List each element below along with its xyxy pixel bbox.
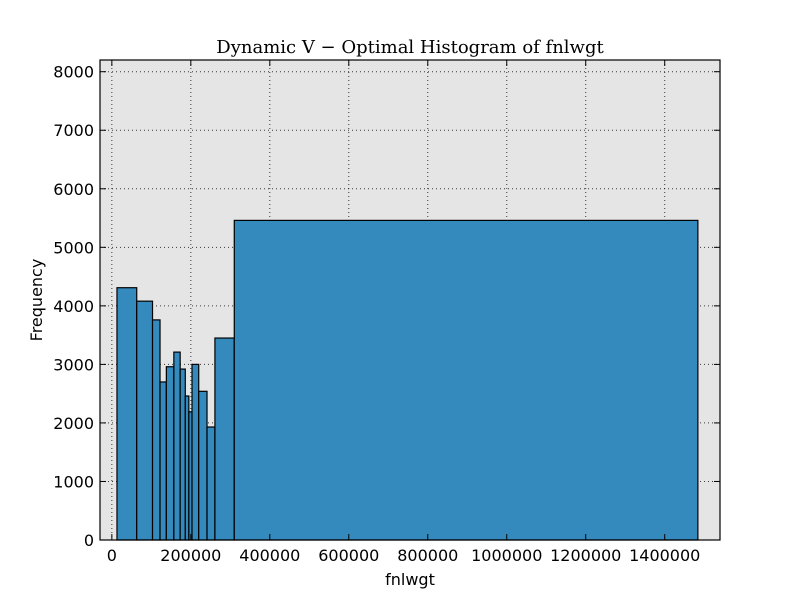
plot-frame xyxy=(99,59,721,541)
x-tick-label: 800000 xyxy=(397,546,458,565)
histogram-bar xyxy=(116,287,138,541)
y-axis-label: Frequency xyxy=(27,259,46,342)
x-tick-label: 600000 xyxy=(318,546,379,565)
x-axis-label: fnlwgt xyxy=(385,570,435,589)
histogram-bar xyxy=(214,337,235,541)
x-tick-label: 200000 xyxy=(160,546,221,565)
y-axis-ticks: 0 1000 2000 3000 4000 5000 6000 7000 8000 xyxy=(53,63,720,550)
y-tick-label: 4000 xyxy=(53,297,94,316)
y-tick-label: 3000 xyxy=(53,355,94,374)
histogram-bars xyxy=(116,219,699,541)
histogram-bar xyxy=(233,219,699,541)
x-tick-label: 1400000 xyxy=(629,546,700,565)
histogram-bar xyxy=(198,390,208,541)
y-tick-label: 7000 xyxy=(53,121,94,140)
x-tick-label: 1000000 xyxy=(471,546,542,565)
y-tick-label: 0 xyxy=(84,531,94,550)
histogram-bar xyxy=(206,426,216,541)
histogram-bar xyxy=(159,381,167,541)
x-tick-label: 400000 xyxy=(239,546,300,565)
histogram-bar xyxy=(179,368,186,541)
x-tick-label: 1200000 xyxy=(550,546,621,565)
y-tick-label: 5000 xyxy=(53,238,94,257)
histogram-bar xyxy=(191,363,200,541)
y-tick-label: 6000 xyxy=(53,180,94,199)
chart-title: Dynamic V − Optimal Histogram of fnlwgt xyxy=(216,37,604,58)
histogram-bar xyxy=(165,366,175,541)
histogram-bar xyxy=(136,300,154,541)
y-tick-label: 8000 xyxy=(53,63,94,82)
x-tick-label: 0 xyxy=(107,546,117,565)
x-axis-ticks: 0 200000 400000 600000 800000 1000000 1200000 1… xyxy=(107,60,700,565)
histogram-bar xyxy=(173,351,181,541)
y-tick-label: 1000 xyxy=(53,472,94,491)
y-tick-label: 2000 xyxy=(53,414,94,433)
histogram-bar xyxy=(151,319,161,541)
